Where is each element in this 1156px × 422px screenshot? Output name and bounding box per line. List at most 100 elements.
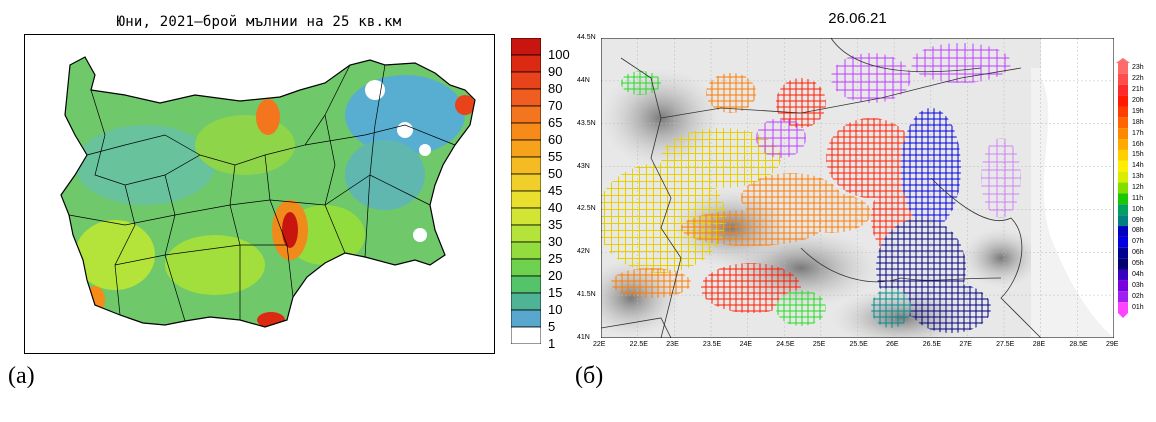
colorbar-box <box>511 275 541 294</box>
colorbar-label: 55 <box>548 149 563 164</box>
hour-label: 15h <box>1132 151 1144 159</box>
hour-label: 01h <box>1132 303 1144 311</box>
colorbar-box <box>511 207 541 226</box>
colorbar-label: 20 <box>548 268 563 283</box>
lat-label: 43.5N <box>577 119 596 127</box>
lon-label: 26.5E <box>922 341 942 348</box>
hour-label: 06h <box>1132 249 1144 257</box>
hour-colorbar-box <box>1118 128 1128 140</box>
colorbar-label: 65 <box>548 115 563 130</box>
hour-colorbar-box <box>1118 106 1128 118</box>
hour-label: 10h <box>1132 205 1144 213</box>
hour-colorbar-box <box>1118 160 1128 172</box>
hour-label: 09h <box>1132 216 1144 224</box>
lat-label: 41.5N <box>577 291 596 299</box>
hour-label: 14h <box>1132 162 1144 170</box>
colorbar-box <box>511 326 541 344</box>
colorbar-box <box>511 241 541 260</box>
lat-label: 41N <box>577 334 590 341</box>
colorbar-box <box>511 309 541 328</box>
lon-label: 24.5E <box>776 341 795 348</box>
hour-label: 23h <box>1132 64 1144 72</box>
hour-label: 03h <box>1132 281 1144 289</box>
lat-label: 42N <box>577 248 590 256</box>
colorbar-label: 40 <box>548 200 563 215</box>
lon-label: 23.5E <box>702 341 722 348</box>
hour-label: 18h <box>1132 118 1144 126</box>
hour-label: 20h <box>1132 97 1144 105</box>
colorbar-box <box>511 224 541 243</box>
lon-label: 29E <box>1106 341 1119 348</box>
colorbar-label: 80 <box>548 81 563 96</box>
colorbar-label: 100 <box>548 47 570 62</box>
colorbar-box <box>511 258 541 277</box>
colorbar-box <box>511 71 541 90</box>
density-colorbar <box>511 38 541 344</box>
hour-label: 19h <box>1132 107 1144 115</box>
caption-a: (а) <box>8 363 35 389</box>
hour-label: 21h <box>1132 86 1144 94</box>
hour-label: 11h <box>1132 194 1144 202</box>
colorbar-label: 25 <box>548 251 563 266</box>
lat-label: 42.5N <box>577 205 596 213</box>
colorbar-box <box>511 139 541 158</box>
hour-label: 04h <box>1132 270 1144 278</box>
hour-label: 05h <box>1132 260 1144 268</box>
lon-label: 28E <box>1032 341 1046 348</box>
hour-label: 13h <box>1132 173 1144 181</box>
hour-colorbar-box <box>1118 139 1128 150</box>
lon-label: 22.5E <box>629 341 648 348</box>
lon-label: 27.5E <box>996 341 1015 348</box>
hour-colorbar-box <box>1118 226 1128 237</box>
colorbar-label: 45 <box>548 183 563 198</box>
lat-label: 44N <box>577 76 590 84</box>
lon-label: 26E <box>886 341 899 348</box>
lon-label: 25E <box>812 341 826 348</box>
hour-colorbar-box <box>1118 258 1128 270</box>
hour-colorbar <box>1116 58 1130 318</box>
colorbar-box <box>511 173 541 192</box>
colorbar-box <box>511 292 541 311</box>
colorbar-box <box>511 88 541 107</box>
colorbar-arrow-bottom <box>1118 313 1128 318</box>
right-map-title: 26.06.21 <box>828 10 887 27</box>
colorbar-label: 90 <box>548 64 563 79</box>
caption-b: (б) <box>575 363 604 389</box>
lon-label: 25.5E <box>849 341 868 348</box>
lon-label: 24E <box>739 341 753 348</box>
hour-colorbar-box <box>1118 193 1128 205</box>
hour-label: 12h <box>1132 184 1144 191</box>
hour-colorbar-box <box>1118 204 1128 216</box>
left-map-title: Юни, 2021–брой мълнии на 25 кв.км <box>116 14 402 30</box>
colorbar-label: 35 <box>548 217 563 232</box>
colorbar-box <box>511 190 541 209</box>
colorbar-arrow-top <box>1116 58 1130 63</box>
hour-colorbar-box <box>1118 95 1128 107</box>
colorbar-label: 30 <box>548 234 563 249</box>
hour-label: 16h <box>1132 140 1144 148</box>
lightning-strokes-map <box>601 38 1114 338</box>
lon-label: 28.5E <box>1069 341 1088 348</box>
lat-label: 44.5N <box>577 34 596 41</box>
hour-colorbar-box <box>1118 73 1128 85</box>
lon-label: 23E <box>666 341 679 348</box>
colorbar-label: 70 <box>548 98 563 113</box>
colorbar-label: 1 <box>548 336 556 351</box>
hour-colorbar-box <box>1118 215 1128 227</box>
colorbar-label: 15 <box>548 285 563 300</box>
hour-colorbar-box <box>1118 280 1128 292</box>
hour-label: 08h <box>1132 227 1144 235</box>
colorbar-box <box>511 38 541 56</box>
hour-label: 22h <box>1132 75 1144 83</box>
hour-colorbar-box <box>1118 247 1128 259</box>
hour-colorbar-box <box>1118 302 1128 313</box>
hour-colorbar-box <box>1118 269 1128 281</box>
colorbar-label: 50 <box>548 166 563 181</box>
hour-colorbar-box <box>1118 117 1128 129</box>
lon-label: 27E <box>959 341 972 348</box>
colorbar-label: 60 <box>548 132 563 147</box>
hour-label: 17h <box>1132 129 1144 137</box>
hour-colorbar-box <box>1118 84 1128 96</box>
hour-colorbar-box <box>1118 182 1128 194</box>
colorbar-label: 5 <box>548 319 556 334</box>
